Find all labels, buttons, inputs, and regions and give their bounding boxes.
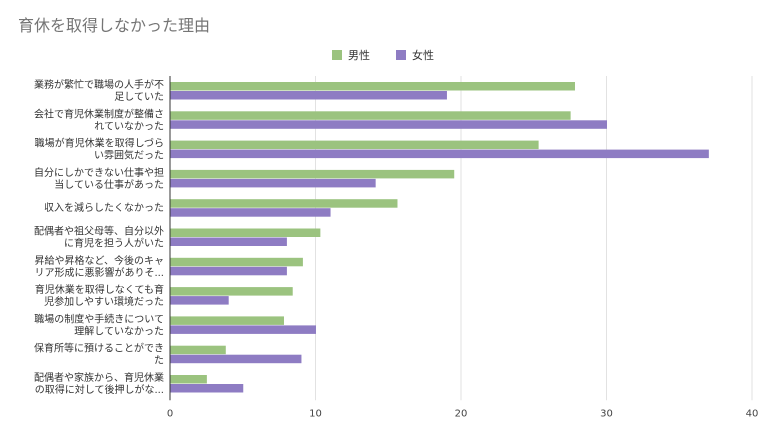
bar-male [170,228,321,237]
bar-male [170,199,398,208]
chart-title: 育休を取得しなかった理由 [18,16,211,35]
bar-female [170,91,447,100]
category-label: 配偶者や祖父母等、自分以外 [34,225,164,238]
bar-female [170,208,331,217]
bar-female [170,296,229,305]
legend-label: 男性 [348,48,370,62]
x-tick-label: 40 [746,408,759,419]
bar-male [170,169,455,179]
category-label: 当している仕事があった [54,178,164,191]
category-label: 保育所等に預けることができ [34,342,164,355]
category-label: 職場の制度や手続きについて [34,312,164,325]
category-label: 足していた [114,91,164,103]
bar-male [170,375,207,384]
category-label: い雰囲気だった [94,149,164,162]
bar-male [170,316,284,325]
category-label: れていなかった [94,120,164,132]
category-label: 配偶者や家族から、育児休業 [34,371,164,384]
category-label: 児参加しやすい環境だった [44,295,164,308]
bar-female [170,178,376,188]
category-label: た [154,355,164,367]
x-tick-label: 20 [455,408,468,419]
category-label: 理解していなかった [74,324,164,337]
bar-female [170,237,287,246]
category-label: 収入を減らしたくなかった [44,201,164,214]
x-tick-label: 30 [600,408,613,419]
bar-female [170,384,244,393]
category-label: 自分にしかできない仕事や担 [34,166,164,179]
category-label: 職場が育児休業を取得しづら [35,137,164,150]
category-label: 育児休業を取得しなくても育 [35,283,164,296]
category-label: 業務が繁忙で職場の人手が不 [34,78,164,91]
bar-female [170,325,316,334]
x-tick-label: 0 [167,408,173,419]
bar-female [170,149,709,159]
bar-male [170,257,303,267]
bar-male [170,140,539,150]
legend-swatch [396,50,406,60]
bar-female [170,120,607,129]
category-label: リア形成に悪影響がありそ... [34,266,164,279]
bar-male [170,111,571,120]
bar-male [170,287,293,296]
legend-swatch [332,50,342,60]
category-label: 会社で育児休業制度が整備さ [34,107,164,120]
category-label: に育児を担う人がいた [64,237,164,250]
bar-male [170,345,226,355]
category-label: 昇給や昇格など、今後のキャ [35,254,165,267]
bar-male [170,82,575,91]
category-label: の取得に対して後押しがな... [35,383,164,396]
x-tick-label: 10 [309,408,322,419]
legend-label: 女性 [412,48,434,62]
bar-female [170,354,302,364]
bar-female [170,266,287,276]
